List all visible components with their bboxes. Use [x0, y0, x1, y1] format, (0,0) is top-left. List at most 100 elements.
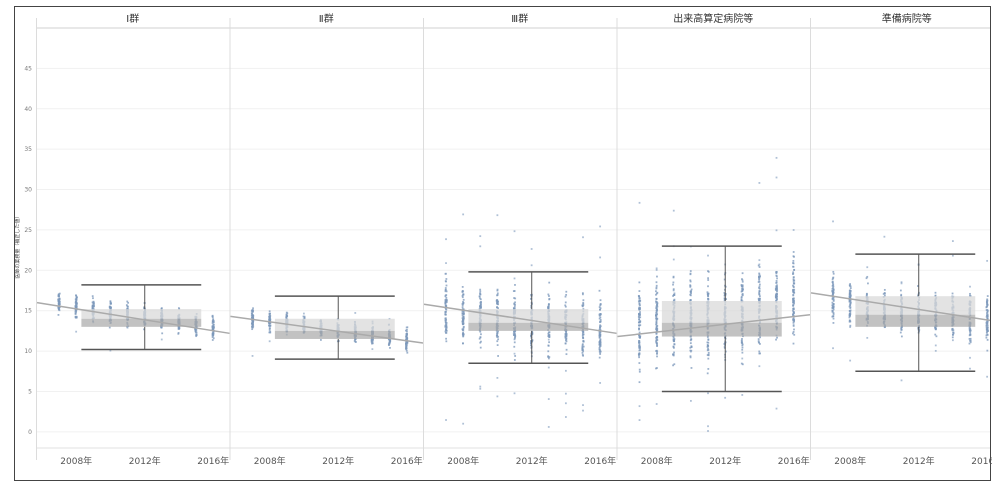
- data-point: [775, 274, 778, 277]
- data-point: [638, 281, 641, 284]
- data-point: [775, 407, 778, 410]
- data-point: [599, 318, 602, 321]
- data-point: [530, 340, 532, 342]
- data-point: [638, 362, 641, 364]
- data-point: [707, 357, 710, 360]
- data-point: [513, 277, 516, 280]
- data-point: [268, 317, 271, 320]
- data-point: [985, 334, 988, 337]
- data-point: [565, 333, 568, 335]
- data-point: [969, 367, 971, 370]
- data-point: [638, 334, 640, 337]
- data-point: [849, 324, 852, 327]
- data-point: [177, 307, 180, 309]
- data-point: [478, 307, 481, 310]
- data-point: [445, 305, 448, 308]
- data-point: [792, 290, 795, 292]
- data-point: [251, 355, 254, 357]
- data-point: [252, 325, 255, 328]
- data-point: [75, 315, 78, 318]
- data-point: [564, 330, 567, 332]
- data-point: [444, 313, 447, 316]
- data-point: [986, 302, 989, 305]
- y-tick-label: 5: [28, 388, 32, 395]
- data-point: [758, 259, 761, 262]
- data-point: [655, 323, 657, 326]
- data-point: [883, 294, 886, 297]
- data-point: [793, 319, 796, 321]
- data-point: [195, 333, 198, 336]
- data-point: [775, 295, 778, 298]
- data-point: [832, 220, 834, 223]
- data-point: [514, 355, 517, 357]
- data-point: [160, 338, 163, 341]
- data-point: [792, 271, 795, 274]
- data-point: [757, 298, 760, 301]
- data-point: [598, 328, 601, 331]
- data-point: [462, 319, 464, 322]
- data-point: [986, 333, 989, 336]
- data-point: [479, 307, 482, 309]
- data-point: [707, 298, 710, 301]
- data-point: [848, 316, 851, 319]
- data-point: [689, 299, 692, 302]
- data-point: [462, 326, 465, 329]
- data-point: [792, 286, 795, 289]
- data-point: [832, 306, 834, 309]
- data-point: [656, 304, 659, 307]
- data-point: [445, 284, 448, 287]
- data-point: [832, 272, 835, 275]
- data-point: [496, 294, 498, 297]
- data-point: [707, 295, 710, 297]
- y-tick-label: 20: [24, 267, 32, 274]
- data-point: [252, 315, 255, 317]
- data-point: [934, 326, 936, 328]
- data-point: [445, 278, 448, 280]
- data-point: [741, 343, 744, 346]
- data-point: [758, 287, 761, 290]
- data-point: [655, 286, 658, 289]
- data-point: [514, 297, 517, 300]
- data-point: [723, 345, 726, 348]
- data-point: [75, 311, 77, 314]
- data-point: [212, 318, 215, 321]
- data-point: [445, 308, 448, 311]
- data-point: [848, 315, 851, 317]
- data-point: [497, 338, 500, 341]
- data-point: [832, 292, 834, 295]
- data-point: [371, 338, 374, 341]
- data-point: [969, 332, 972, 335]
- data-point: [497, 335, 500, 338]
- data-point: [792, 324, 795, 326]
- data-point: [547, 334, 550, 336]
- data-point: [445, 272, 447, 275]
- data-point: [496, 344, 499, 346]
- data-point: [462, 298, 465, 301]
- box-upper: [661, 301, 782, 323]
- data-point: [513, 341, 516, 344]
- data-point: [547, 293, 550, 296]
- data-point: [723, 343, 726, 345]
- data-point: [565, 338, 568, 341]
- data-point: [406, 351, 409, 354]
- data-point: [581, 332, 584, 335]
- data-point: [496, 395, 499, 398]
- data-point: [969, 334, 972, 336]
- data-point: [740, 339, 743, 342]
- data-point: [792, 229, 795, 231]
- data-point: [672, 295, 674, 297]
- data-point: [462, 334, 464, 336]
- data-point: [478, 337, 481, 340]
- y-tick-label: 25: [24, 227, 32, 234]
- data-point: [831, 290, 834, 293]
- data-point: [479, 303, 482, 306]
- data-point: [58, 303, 61, 306]
- data-point: [268, 315, 271, 318]
- data-point: [866, 266, 869, 269]
- data-point: [832, 276, 835, 279]
- data-point: [581, 304, 584, 307]
- data-point: [461, 304, 464, 307]
- data-point: [655, 317, 658, 320]
- data-point: [462, 422, 465, 425]
- x-tick-label: 2016年: [584, 455, 616, 467]
